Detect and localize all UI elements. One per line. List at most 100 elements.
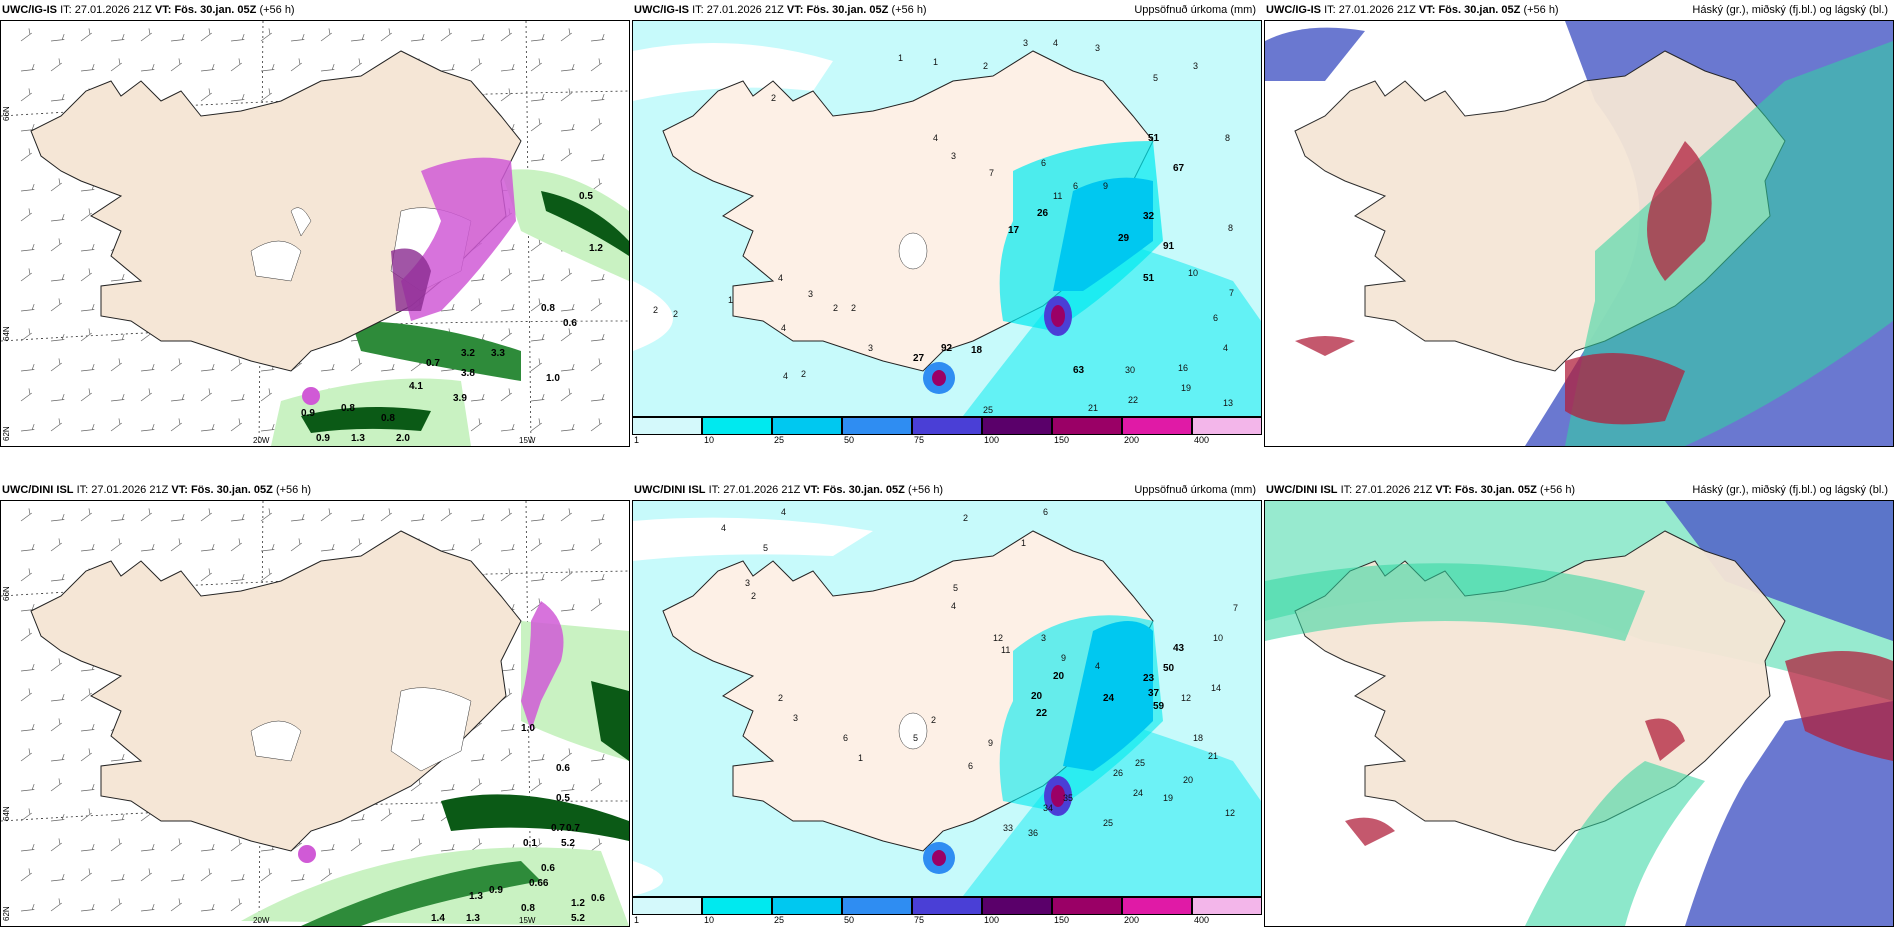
- wind-barb: [50, 358, 62, 372]
- cloud-map: [1265, 501, 1893, 926]
- valid-time: Fös. 30.jan. 05Z: [1438, 4, 1521, 16]
- svg-text:0.6: 0.6: [563, 318, 577, 329]
- model-name: UWC/IG-IS: [2, 4, 57, 16]
- svg-text:1.3: 1.3: [466, 913, 480, 924]
- axis-labels: 66N 64N 62N 20W 15W: [2, 586, 536, 925]
- colorbar-label: 50: [844, 435, 855, 445]
- model-name: UWC/DINI ISL: [2, 484, 74, 496]
- wind-barb: [200, 363, 215, 372]
- svg-text:3.2: 3.2: [461, 348, 475, 359]
- svg-text:22: 22: [1036, 708, 1048, 719]
- colorbar-label: 25: [774, 435, 785, 445]
- panel-header: UWC/IG-IS IT: 27.01.2026 21Z VT: Fös. 30…: [632, 0, 1262, 20]
- wind-barb: [560, 63, 575, 72]
- wind-barb: [530, 418, 542, 432]
- svg-text:20: 20: [1053, 671, 1065, 682]
- wind-barb: [50, 178, 62, 192]
- cloud-high: [1525, 761, 1705, 926]
- colorbar-swatch: [842, 897, 912, 915]
- svg-text:11: 11: [1053, 191, 1062, 201]
- svg-text:66N: 66N: [2, 586, 11, 601]
- wind-barb: [230, 538, 242, 552]
- wind-barb: [530, 153, 545, 162]
- colorbar-label: 10: [704, 435, 715, 445]
- wind-barb: [380, 363, 395, 372]
- glacier: [250, 720, 302, 762]
- svg-text:36: 36: [1028, 828, 1038, 838]
- svg-text:0.6: 0.6: [591, 893, 605, 904]
- wind-barb: [80, 748, 92, 762]
- svg-text:15W: 15W: [519, 916, 536, 925]
- cloud-low: [1295, 336, 1355, 356]
- wind-barb: [560, 603, 575, 612]
- snow-wind-map: 0.5 1.2 0.8 0.6 1.0 0.7 0.8 0.9 1.3 2.0 …: [1, 21, 629, 446]
- wind-barb: [500, 723, 515, 732]
- svg-text:20W: 20W: [253, 916, 270, 925]
- wind-barb: [590, 418, 602, 432]
- map-frame: 0.5 1.2 0.8 0.6 1.0 0.7 0.8 0.9 1.3 2.0 …: [0, 20, 630, 447]
- wind-barb: [80, 243, 95, 252]
- wind-barb: [470, 513, 485, 522]
- colorbar-label: 1: [634, 915, 640, 925]
- cloud-low: [1647, 141, 1712, 281]
- precip-area: [932, 370, 946, 386]
- glacier: [250, 240, 302, 282]
- wind-barb: [170, 33, 185, 42]
- snow-area-dark: [591, 681, 629, 761]
- svg-text:3: 3: [793, 713, 798, 723]
- svg-text:16: 16: [1178, 363, 1188, 373]
- wind-barb: [50, 813, 65, 822]
- wind-barb: [80, 208, 92, 222]
- svg-text:92: 92: [941, 343, 953, 354]
- wind-barb: [320, 543, 335, 552]
- wind-barb: [440, 783, 455, 792]
- wind-barb: [530, 93, 545, 102]
- wind-barb: [380, 808, 392, 822]
- wind-barb: [20, 628, 32, 642]
- wind-barb: [260, 508, 272, 522]
- svg-text:1.3: 1.3: [469, 891, 483, 902]
- svg-text:19: 19: [1181, 383, 1191, 393]
- svg-text:2: 2: [833, 303, 838, 313]
- wind-barb: [470, 838, 482, 852]
- glacier: [898, 712, 928, 750]
- wind-barb: [590, 513, 605, 522]
- wind-barb: [170, 538, 182, 552]
- svg-text:0.9: 0.9: [301, 408, 315, 419]
- wind-barb: [80, 268, 92, 282]
- svg-text:64N: 64N: [2, 326, 11, 341]
- wind-barb: [200, 903, 215, 912]
- svg-text:6: 6: [843, 733, 848, 743]
- colorbar-label: 200: [1124, 435, 1140, 445]
- wind-barb: [470, 33, 485, 42]
- wind-barb: [500, 388, 512, 402]
- precip-map: 4 4 2 6 5 3 2 1 5 4 12 11 3 9 20 4 20 22…: [633, 501, 1261, 896]
- wind-barb: [200, 28, 212, 42]
- glacier: [290, 207, 312, 237]
- map-frame: 0.5 0.7 0.7 5.2 0.1 0.6 0.66 1.3 1.2 0.6…: [0, 500, 630, 927]
- svg-text:1.0: 1.0: [546, 373, 560, 384]
- svg-text:0.6: 0.6: [556, 763, 570, 774]
- wind-barb: [590, 393, 605, 402]
- wind-barb: [560, 328, 572, 342]
- wind-barb: [410, 838, 422, 852]
- snow-values: 0.5 0.7 0.7 5.2 0.1 0.6 0.66 1.3 1.2 0.6…: [431, 723, 605, 924]
- panel-header: UWC/DINI ISL IT: 27.01.2026 21Z VT: Fös.…: [632, 480, 1262, 500]
- wind-barb: [530, 573, 545, 582]
- cloud-mid: [1665, 501, 1893, 641]
- wind-barb: [80, 363, 95, 372]
- wind-barb: [530, 33, 545, 42]
- wind-barb: [560, 88, 572, 102]
- svg-text:63: 63: [1073, 365, 1085, 376]
- svg-text:2: 2: [851, 303, 856, 313]
- wind-barb: [80, 63, 95, 72]
- precip-area: [1051, 785, 1065, 807]
- wind-barb: [20, 28, 32, 42]
- wind-barb: [560, 388, 572, 402]
- precip-colorbar: 1 10 25 50 75 100 150 200 400: [632, 897, 1262, 925]
- wind-barb: [50, 573, 65, 582]
- dry-area: [633, 861, 663, 896]
- wind-barb: [110, 898, 122, 912]
- svg-text:3: 3: [951, 151, 956, 161]
- svg-text:29: 29: [1118, 233, 1130, 244]
